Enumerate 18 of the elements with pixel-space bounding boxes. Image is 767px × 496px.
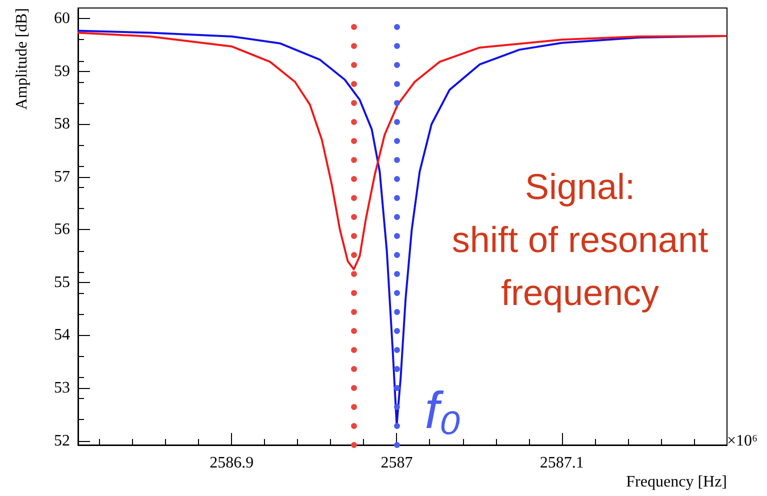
x-tick-label: 2587.1 — [540, 454, 584, 472]
y-tick-label: 57 — [54, 168, 70, 186]
annotation: Signal: shift of resonant frequency — [452, 166, 708, 313]
y-tick-label: 54 — [54, 326, 70, 344]
x-tick-label: 2587 — [380, 454, 413, 472]
y-tick-label: 59 — [54, 62, 70, 80]
y-tick-label: 60 — [54, 10, 70, 28]
x-tick-label: 2586.9 — [210, 454, 254, 472]
annotation: f₀ — [424, 382, 462, 440]
y-tick-label: 53 — [54, 380, 70, 396]
x-axis-title: Frequency [Hz] — [626, 474, 727, 490]
annotation: ×10⁶ — [727, 432, 758, 450]
y-tick-label: 56 — [54, 221, 70, 238]
y-axis-title: Amplitude [dB] — [14, 8, 30, 110]
y-tick-label: 52 — [54, 432, 70, 450]
y-tick-label: 55 — [54, 274, 70, 291]
line-series — [77, 32, 728, 270]
y-tick-label: 58 — [54, 116, 70, 133]
